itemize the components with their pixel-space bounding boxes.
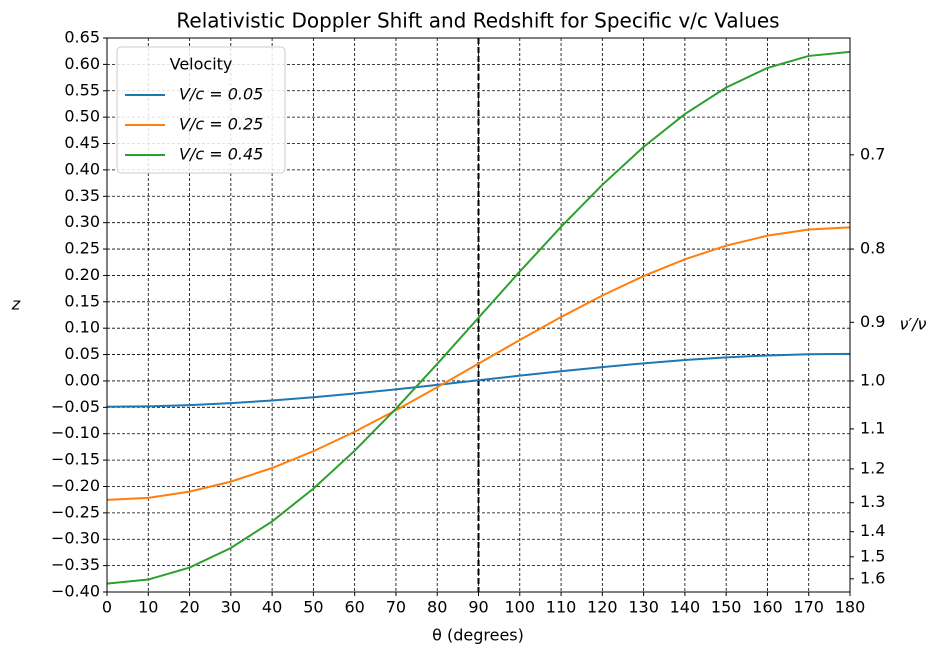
y-tick-label: 0.15: [64, 291, 100, 310]
x-tick-label: 160: [752, 598, 783, 617]
x-tick-label: 90: [468, 598, 488, 617]
y-tick-label: 0.20: [64, 265, 100, 284]
y2-tick-label: 0.8: [860, 239, 885, 258]
legend-title: Velocity: [170, 55, 233, 74]
legend-label: V/c = 0.05: [179, 85, 263, 104]
y-tick-label: 0.05: [64, 344, 100, 363]
y-axis-label: z: [11, 295, 21, 314]
x-tick-label: 70: [386, 598, 406, 617]
series-line: [106, 226, 851, 501]
y2-tick-label: 1.6: [860, 568, 885, 587]
y-tick-label: 0.25: [64, 239, 100, 258]
y2-tick-label: 1.5: [860, 546, 885, 565]
x-tick-label: 60: [344, 598, 364, 617]
y-tick-label: 0.50: [64, 107, 100, 126]
y2-tick-label: 0.9: [860, 312, 885, 331]
legend-label: V/c = 0.25: [179, 115, 263, 134]
x-tick-label: 100: [505, 598, 536, 617]
legend: Velocity V/c = 0.05 V/c = 0.25 V/c = 0.45: [116, 46, 286, 174]
legend-box: [116, 46, 286, 174]
chart-title: Relativistic Doppler Shift and Redshift …: [176, 9, 779, 33]
x-tick-label: 20: [179, 598, 199, 617]
y2-tick-label: 1.3: [860, 492, 885, 511]
legend-label: V/c = 0.45: [179, 145, 263, 164]
series-line: [106, 50, 851, 585]
x-tick-label: 150: [711, 598, 742, 617]
x-tick-label: 0: [102, 598, 112, 617]
y2-tick-label: 1.0: [860, 370, 885, 389]
y-tick-label: −0.20: [51, 476, 100, 495]
y-tick-label: −0.15: [51, 450, 100, 469]
x-tick-label: 130: [628, 598, 659, 617]
y-tick-label: 0.60: [64, 54, 100, 73]
y-tick-label: 0.30: [64, 212, 100, 231]
x-tick-label: 10: [138, 598, 158, 617]
x-tick-label: 170: [793, 598, 824, 617]
x-tick-label: 80: [427, 598, 447, 617]
plot-frame: [106, 37, 851, 593]
x-tick-label: 40: [262, 598, 282, 617]
series-line: [106, 352, 851, 408]
y-tick-label: −0.35: [51, 555, 100, 574]
x-tick-label: 120: [587, 598, 618, 617]
y-tick-label: 0.10: [64, 318, 100, 337]
x-tick-label: 180: [835, 598, 866, 617]
y-tick-label: −0.05: [51, 397, 100, 416]
y2-tick-label: 1.1: [860, 418, 885, 437]
y-tick-label: −0.25: [51, 502, 100, 521]
x-axis-label: θ (degrees): [432, 626, 524, 645]
y-tick-label: −0.30: [51, 529, 100, 548]
y-tick-label: 0.55: [64, 80, 100, 99]
y-tick-label: −0.10: [51, 423, 100, 442]
y-tick-label: 0.65: [64, 28, 100, 47]
y-tick-label: −0.40: [51, 582, 100, 601]
y-tick-label: 0.45: [64, 133, 100, 152]
x-tick-label: 30: [221, 598, 241, 617]
y2-tick-label: 1.4: [860, 521, 885, 540]
y2-axis-label: ν′/ν: [900, 315, 927, 334]
y-tick-label: 0.00: [64, 370, 100, 389]
x-tick-label: 110: [546, 598, 577, 617]
y2-tick-label: 1.2: [860, 458, 885, 477]
x-tick-label: 50: [303, 598, 323, 617]
y2-tick-label: 0.7: [860, 144, 885, 163]
y-tick-label: 0.35: [64, 186, 100, 205]
x-tick-label: 140: [670, 598, 701, 617]
y-tick-label: 0.40: [64, 159, 100, 178]
